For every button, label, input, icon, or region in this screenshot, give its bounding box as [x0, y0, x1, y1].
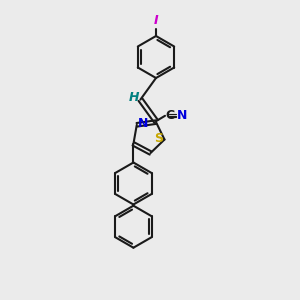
Text: S: S	[154, 132, 163, 145]
Text: N: N	[138, 117, 148, 130]
Text: I: I	[154, 14, 158, 27]
Text: C: C	[166, 109, 175, 122]
Text: H: H	[129, 91, 139, 104]
Text: N: N	[177, 109, 188, 122]
